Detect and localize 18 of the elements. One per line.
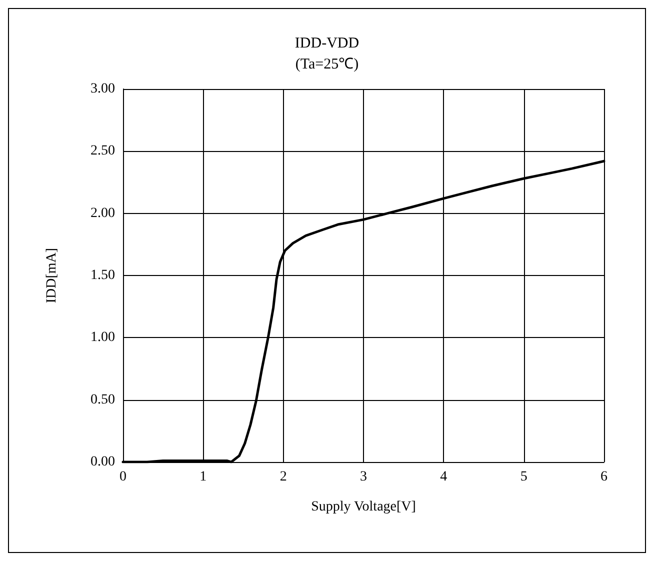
x-tick-label: 3 (360, 470, 367, 484)
y-tick-label: 1.00 (90, 330, 115, 346)
x-tick-label: 2 (280, 470, 287, 484)
y-tick-label: 1.50 (90, 268, 115, 283)
y-tick-label: 0.00 (90, 454, 115, 470)
chart-title: IDD-VDD (294, 36, 360, 52)
y-tick-label: 0.50 (90, 392, 115, 408)
x-tick-label: 1 (200, 470, 207, 484)
chart-subtitle: (Ta=25℃) (295, 56, 359, 72)
y-tick-label: 3.00 (90, 82, 115, 96)
y-tick-label: 2.00 (90, 206, 115, 221)
x-tick-label: 0 (120, 470, 126, 484)
x-tick-label: 6 (600, 470, 608, 484)
y-axis-title: IDD[mA] (44, 248, 60, 304)
x-axis-title: Supply Voltage[V] (311, 500, 416, 514)
y-tick-label: 2.50 (90, 144, 115, 159)
x-tick-label: 5 (520, 470, 528, 484)
x-tick-label: 4 (440, 470, 448, 484)
